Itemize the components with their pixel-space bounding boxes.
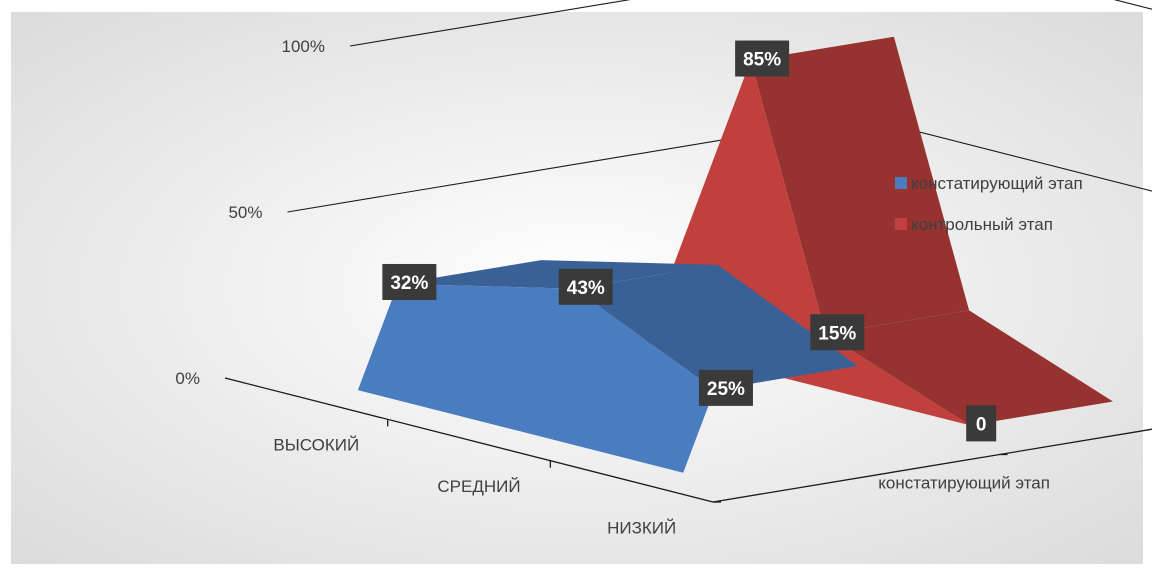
svg-text:15%: 15% [818, 323, 856, 344]
y-tick-label: 100% [282, 37, 325, 56]
x-tick-label: НИЗКИЙ [607, 518, 676, 537]
svg-text:0: 0 [976, 414, 987, 435]
legend-label: контрольный этап [911, 215, 1053, 234]
data-label: 85% [735, 41, 789, 77]
depth-tick-label: констатирующий этап [878, 473, 1050, 492]
x-tick-label: СРЕДНИЙ [437, 477, 520, 496]
legend-item: констатирующий этап [895, 174, 1083, 193]
legend-swatch [895, 218, 907, 230]
x-tick-label: ВЫСОКИЙ [273, 436, 359, 455]
legend-label: констатирующий этап [911, 174, 1083, 193]
data-label: 43% [559, 269, 613, 305]
data-label: 25% [699, 370, 753, 406]
data-label: 0 [966, 405, 996, 441]
svg-text:32%: 32% [390, 273, 428, 294]
data-label: 32% [382, 264, 436, 300]
svg-text:25%: 25% [707, 379, 745, 400]
data-label: 15% [810, 314, 864, 350]
y-tick-label: 0% [175, 369, 200, 388]
legend-item: контрольный этап [895, 215, 1053, 234]
svg-text:85%: 85% [743, 50, 781, 71]
legend-swatch [895, 177, 907, 189]
y-tick-label: 50% [228, 203, 262, 222]
svg-text:43%: 43% [567, 278, 605, 299]
